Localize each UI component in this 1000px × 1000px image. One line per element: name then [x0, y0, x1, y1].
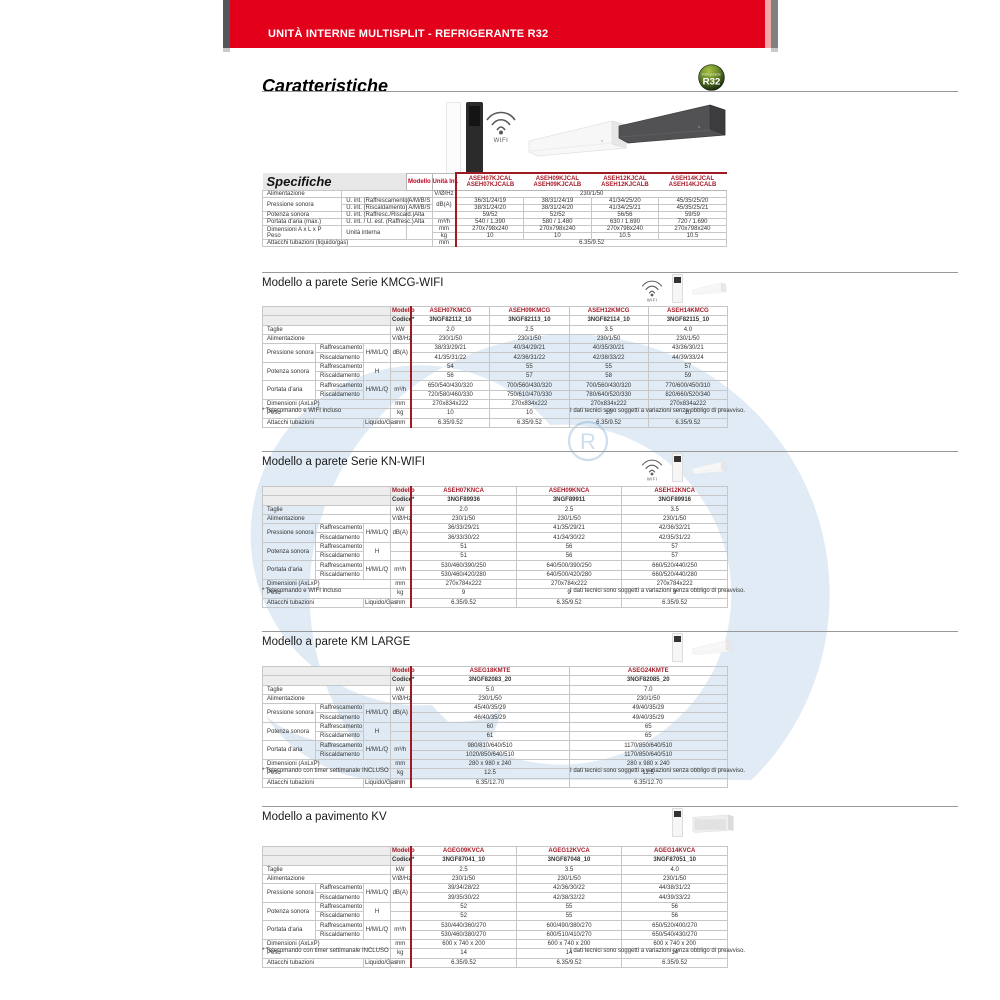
svg-text:WIFI: WIFI	[494, 138, 509, 144]
svg-text:R32: R32	[703, 77, 721, 88]
svg-text:WIFI: WIFI	[647, 298, 657, 303]
svg-text:WIFI: WIFI	[647, 477, 657, 482]
